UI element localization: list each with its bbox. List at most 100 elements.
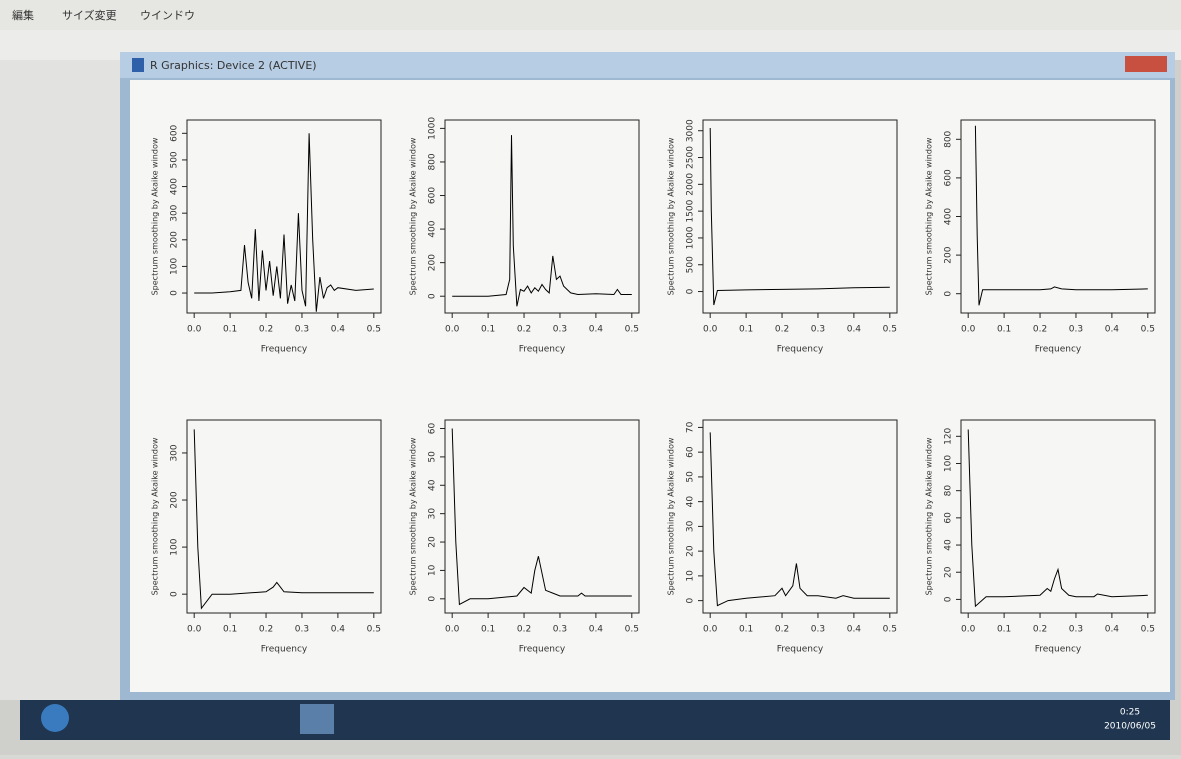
x-tick-label: 0.5 (367, 325, 381, 335)
x-tick-label: 0.5 (883, 625, 897, 635)
y-tick-label: 20 (686, 545, 696, 557)
y-axis-label: Spectrum smoothing by Akaike window (925, 437, 934, 595)
x-tick-label: 0.4 (1105, 625, 1120, 635)
y-tick-label: 0 (170, 290, 180, 296)
y-tick-label: 50 (428, 451, 438, 463)
y-axis-label: Spectrum smoothing by Akaike window (409, 137, 418, 295)
x-tick-label: 0.5 (625, 625, 639, 635)
y-tick-label: 1000 (686, 226, 696, 249)
y-tick-label: 40 (428, 479, 438, 491)
y-tick-label: 60 (944, 512, 954, 524)
x-tick-label: 0.3 (1069, 625, 1083, 635)
x-tick-label: 0.2 (259, 625, 273, 635)
x-tick-label: 0.2 (775, 625, 789, 635)
y-tick-label: 800 (944, 130, 954, 147)
x-tick-label: 0.3 (1069, 325, 1083, 335)
x-axis-label: Frequency (519, 645, 566, 655)
x-tick-label: 0.2 (259, 325, 273, 335)
y-tick-label: 200 (170, 491, 180, 508)
x-tick-label: 0.4 (331, 325, 346, 335)
x-tick-label: 0.0 (187, 325, 202, 335)
y-tick-label: 600 (170, 124, 180, 141)
y-tick-label: 600 (428, 187, 438, 204)
y-tick-label: 400 (170, 178, 180, 195)
y-tick-label: 1000 (428, 117, 438, 140)
menu-item[interactable]: サイズ変更 (62, 8, 117, 22)
x-tick-label: 0.1 (481, 325, 495, 335)
y-tick-label: 1500 (686, 199, 696, 222)
x-tick-label: 0.3 (553, 625, 567, 635)
x-tick-label: 0.0 (703, 625, 718, 635)
x-axis-label: Frequency (1035, 345, 1082, 355)
menu-item[interactable]: ウインドウ (140, 9, 195, 22)
x-tick-label: 0.5 (1141, 625, 1155, 635)
r-icon (132, 58, 144, 72)
x-tick-label: 0.4 (1105, 325, 1120, 335)
y-tick-label: 20 (428, 536, 438, 548)
y-axis-label: Spectrum smoothing by Akaike window (667, 137, 676, 295)
x-tick-label: 0.4 (847, 625, 862, 635)
y-tick-label: 300 (170, 204, 180, 221)
start-button[interactable] (41, 704, 69, 732)
y-tick-label: 200 (428, 254, 438, 271)
x-axis-label: Frequency (777, 345, 824, 355)
y-tick-label: 500 (686, 256, 696, 273)
x-tick-label: 0.0 (187, 625, 202, 635)
y-axis-label: Spectrum smoothing by Akaike window (151, 437, 160, 595)
y-tick-label: 60 (428, 423, 438, 435)
y-tick-label: 120 (944, 427, 954, 444)
x-tick-label: 0.1 (997, 325, 1011, 335)
y-tick-label: 0 (686, 288, 696, 294)
y-tick-label: 40 (944, 539, 954, 551)
x-tick-label: 0.5 (883, 325, 897, 335)
x-tick-label: 0.0 (703, 325, 718, 335)
y-tick-label: 30 (686, 520, 696, 532)
y-axis-label: Spectrum smoothing by Akaike window (667, 437, 676, 595)
plot-area (130, 80, 1170, 692)
y-tick-label: 30 (428, 508, 438, 520)
x-tick-label: 0.1 (997, 625, 1011, 635)
x-axis-label: Frequency (777, 645, 824, 655)
clock: 0:25 (1120, 708, 1140, 718)
y-tick-label: 0 (944, 596, 954, 602)
window-controls[interactable] (1125, 56, 1167, 72)
y-tick-label: 800 (428, 153, 438, 170)
x-tick-label: 0.3 (295, 625, 309, 635)
x-tick-label: 0.2 (517, 625, 531, 635)
y-tick-label: 60 (686, 446, 696, 458)
y-tick-label: 20 (944, 566, 954, 578)
taskbar (20, 700, 1170, 740)
y-tick-label: 600 (944, 169, 954, 186)
y-tick-label: 40 (686, 496, 696, 508)
x-tick-label: 0.1 (223, 625, 237, 635)
x-tick-label: 0.1 (739, 625, 753, 635)
y-tick-label: 200 (944, 246, 954, 263)
x-tick-label: 0.2 (1033, 325, 1047, 335)
x-tick-label: 0.4 (589, 625, 604, 635)
x-axis-label: Frequency (519, 345, 566, 355)
x-tick-label: 0.0 (961, 625, 976, 635)
y-tick-label: 2500 (686, 146, 696, 169)
x-tick-label: 0.1 (223, 325, 237, 335)
x-tick-label: 0.3 (811, 625, 825, 635)
page-body: 編集 サイズ変更 ウインドウ R Graphics: Device 2 (ACT… (0, 0, 1181, 755)
menu-item[interactable]: 編集 (12, 8, 34, 22)
y-axis-label: Spectrum smoothing by Akaike window (925, 137, 934, 295)
x-tick-label: 0.3 (295, 325, 309, 335)
x-tick-label: 0.4 (589, 325, 604, 335)
y-tick-label: 3000 (686, 119, 696, 142)
taskbar-r-app[interactable] (300, 704, 334, 734)
y-tick-label: 200 (170, 231, 180, 248)
y-tick-label: 10 (686, 570, 696, 582)
y-tick-label: 0 (428, 596, 438, 602)
x-tick-label: 0.4 (331, 625, 346, 635)
y-tick-label: 400 (428, 220, 438, 237)
x-tick-label: 0.2 (1033, 625, 1047, 635)
y-tick-label: 10 (428, 564, 438, 576)
y-tick-label: 300 (170, 444, 180, 461)
screen: 編集 サイズ変更 ウインドウ R Graphics: Device 2 (ACT… (0, 0, 1181, 755)
y-axis-label: Spectrum smoothing by Akaike window (151, 137, 160, 295)
y-tick-label: 50 (686, 471, 696, 483)
y-tick-label: 0 (428, 293, 438, 299)
x-tick-label: 0.3 (811, 325, 825, 335)
